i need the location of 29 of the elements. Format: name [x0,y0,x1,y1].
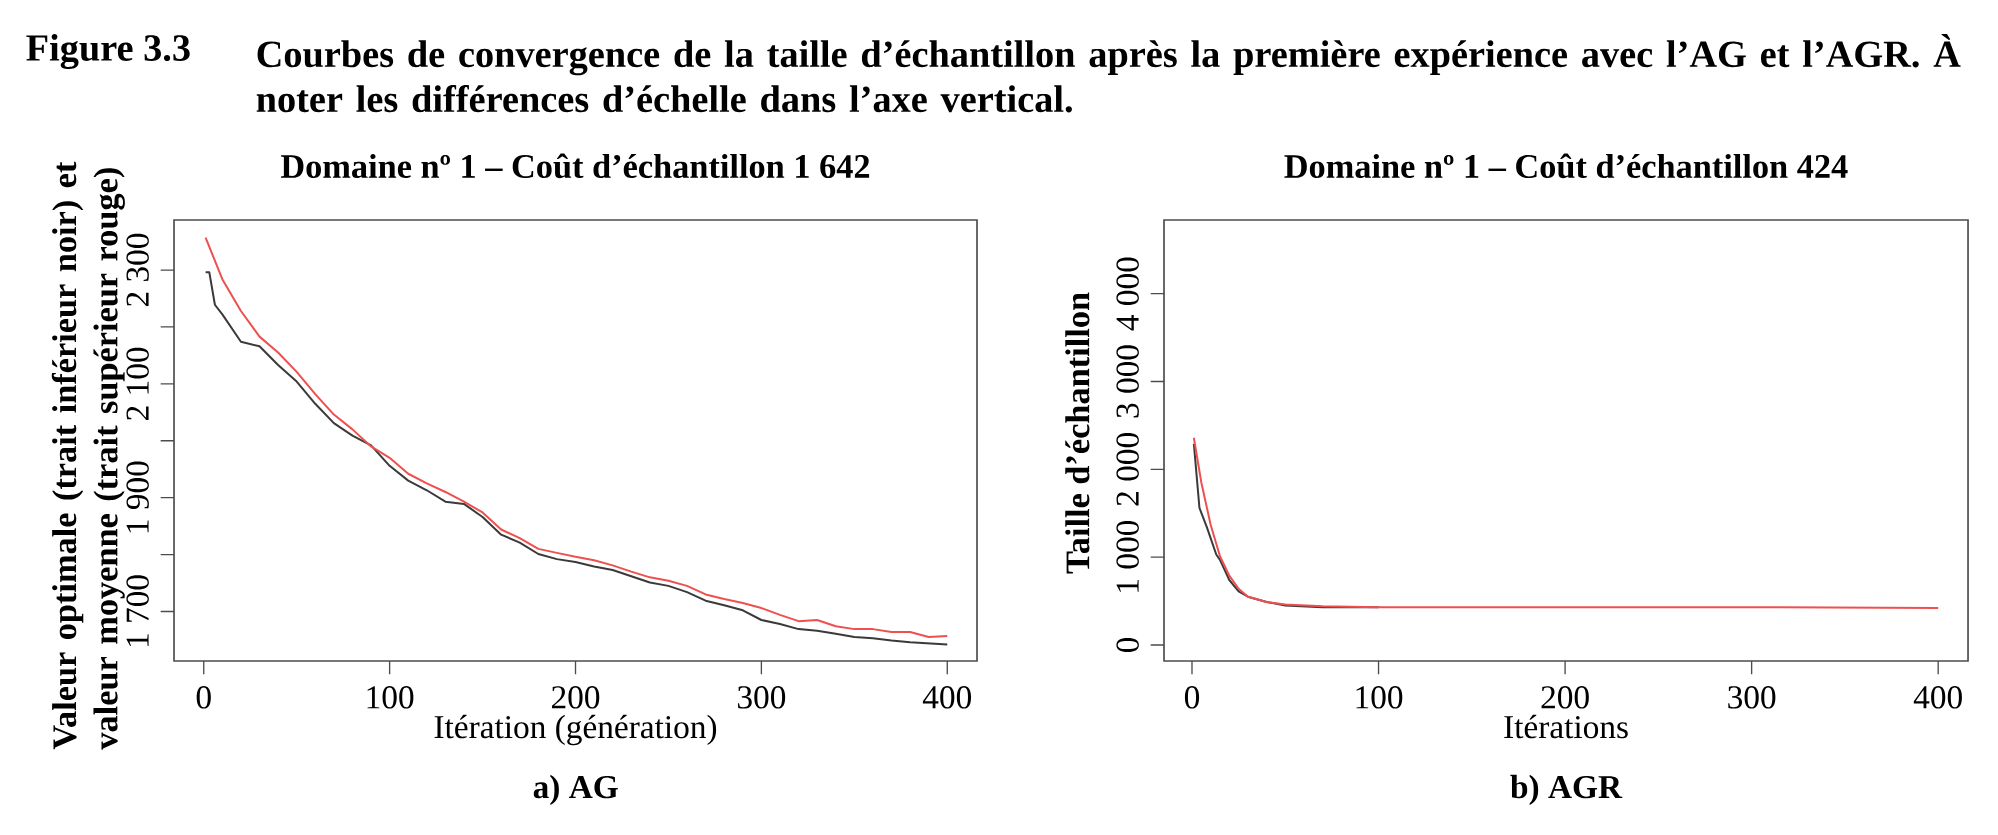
y-tick-label: 4 000 [1116,257,1139,331]
y-axis-title: Taille d’échantillon [1065,292,1090,574]
x-tick-label: 400 [1913,686,1962,709]
x-tick-label: 200 [551,686,600,709]
x-tick-label: 0 [1184,686,1200,709]
x-tick-label: 300 [738,686,786,709]
y-tick-label: 2 100 [126,347,149,420]
x-tick-label: 100 [1356,686,1403,709]
caption: Figure 3.3 [26,33,190,70]
y-tick-label: 2 300 [126,233,149,307]
x-axis-title: Itération (génération) [434,714,717,746]
text: Courbes de convergence de la taille d’échantillon après la première expérience avec l’AG et l’AGR. À noter les différences d’échelle dans l’axe vertical. [256,33,1961,113]
x-tick-label: 0 [196,686,211,709]
x-tick-label: 200 [1541,686,1589,709]
y-tick-label: 1 000 [1116,520,1139,592]
y-tick-label: 1 700 [126,575,149,647]
x-tick-label: 100 [367,686,414,709]
x-tick-label: 400 [922,686,972,709]
y-tick-label: 2 000 [1116,433,1139,506]
chart-title: Domaine nº 1 – Coût d’échantillon 1 642 [280,153,870,179]
chart-title: Domaine nº 1 – Coût d’échantillon 424 [1284,153,1848,179]
text: b) AGR [1510,774,1623,806]
text: a) AG [533,774,618,806]
y-tick-label: 3 000 [1116,345,1139,418]
y-tick-label: 1 900 [126,461,149,533]
y-tick-label: 0 [1116,637,1139,653]
x-axis-title: Itérations [1504,714,1628,739]
y-axis-title: Valeur optimale (trait inférieur noir) et valeur moyenne (trait supérieur rouge) [51,161,125,750]
x-tick-label: 300 [1728,686,1776,709]
